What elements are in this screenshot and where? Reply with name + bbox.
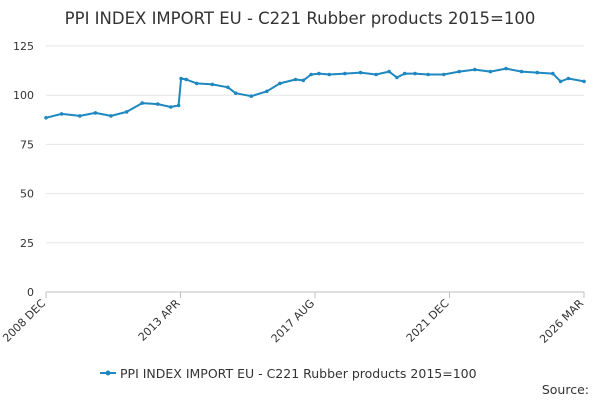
data-point[interactable]	[402, 71, 407, 76]
data-point[interactable]	[140, 101, 144, 105]
y-tick-label: 25	[20, 237, 34, 250]
x-tick-label: 2026 MAR	[537, 297, 586, 346]
data-point[interactable]	[124, 110, 129, 114]
grid-lines	[46, 45, 584, 244]
data-point[interactable]	[374, 72, 378, 77]
data-point[interactable]	[265, 89, 269, 94]
data-point[interactable]	[169, 105, 173, 109]
data-point[interactable]	[358, 70, 363, 75]
data-point[interactable]	[413, 71, 417, 76]
data-point[interactable]	[457, 69, 462, 74]
data-point[interactable]	[566, 76, 571, 81]
chart-title: PPI INDEX IMPORT EU - C221 Rubber produc…	[65, 9, 536, 28]
data-point[interactable]	[441, 72, 446, 77]
data-point[interactable]	[582, 79, 586, 84]
data-point[interactable]	[426, 72, 430, 77]
data-point[interactable]	[535, 70, 539, 75]
data-point[interactable]	[504, 66, 508, 71]
data-point[interactable]	[327, 72, 332, 77]
data-point[interactable]	[301, 78, 306, 83]
x-tick-label: 2021 DEC	[404, 297, 452, 345]
data-point[interactable]	[309, 72, 313, 77]
data-point[interactable]	[558, 79, 563, 84]
data-point[interactable]	[249, 94, 254, 98]
y-tick-label: 125	[13, 40, 34, 53]
data-point[interactable]	[179, 76, 183, 81]
data-point[interactable]	[93, 111, 98, 115]
data-point[interactable]	[109, 114, 113, 118]
data-point[interactable]	[278, 81, 282, 86]
legend-dot-marker	[105, 370, 111, 376]
y-tick-label: 50	[20, 188, 34, 201]
x-tick-label: 2008 DEC	[0, 297, 48, 345]
data-point[interactable]	[387, 69, 391, 74]
data-point[interactable]	[44, 116, 48, 120]
data-point[interactable]	[551, 71, 555, 76]
y-axis: 0 25 50 75 100 125	[13, 40, 34, 299]
x-axis: 2008 DEC 2013 APR 2017 AUG 2021 DEC 2026 MAR	[0, 291, 586, 346]
data-point[interactable]	[293, 77, 298, 82]
data-point[interactable]	[519, 69, 524, 74]
y-tick-label: 75	[20, 138, 34, 151]
data-point[interactable]	[176, 103, 181, 108]
data-point[interactable]	[78, 114, 82, 118]
x-tick-label: 2017 AUG	[269, 297, 318, 346]
data-point[interactable]	[473, 67, 477, 72]
x-tick-label: 2013 APR	[136, 297, 183, 344]
data-point[interactable]	[184, 77, 189, 82]
source-label: Source:	[542, 382, 589, 397]
data-point[interactable]	[210, 82, 215, 87]
y-tick-label: 0	[27, 286, 34, 299]
data-point[interactable]	[488, 69, 493, 74]
data-point[interactable]	[156, 102, 160, 106]
data-point[interactable]	[317, 71, 321, 76]
data-point[interactable]	[194, 81, 199, 86]
data-point[interactable]	[233, 91, 238, 95]
y-tick-label: 100	[13, 89, 34, 102]
data-point[interactable]	[226, 85, 230, 90]
data-point[interactable]	[59, 112, 64, 116]
data-point[interactable]	[343, 71, 347, 76]
series-layer	[44, 66, 586, 120]
legend-label: PPI INDEX IMPORT EU - C221 Rubber produc…	[120, 366, 477, 381]
legend[interactable]: PPI INDEX IMPORT EU - C221 Rubber produc…	[100, 366, 477, 381]
data-point[interactable]	[395, 75, 399, 80]
